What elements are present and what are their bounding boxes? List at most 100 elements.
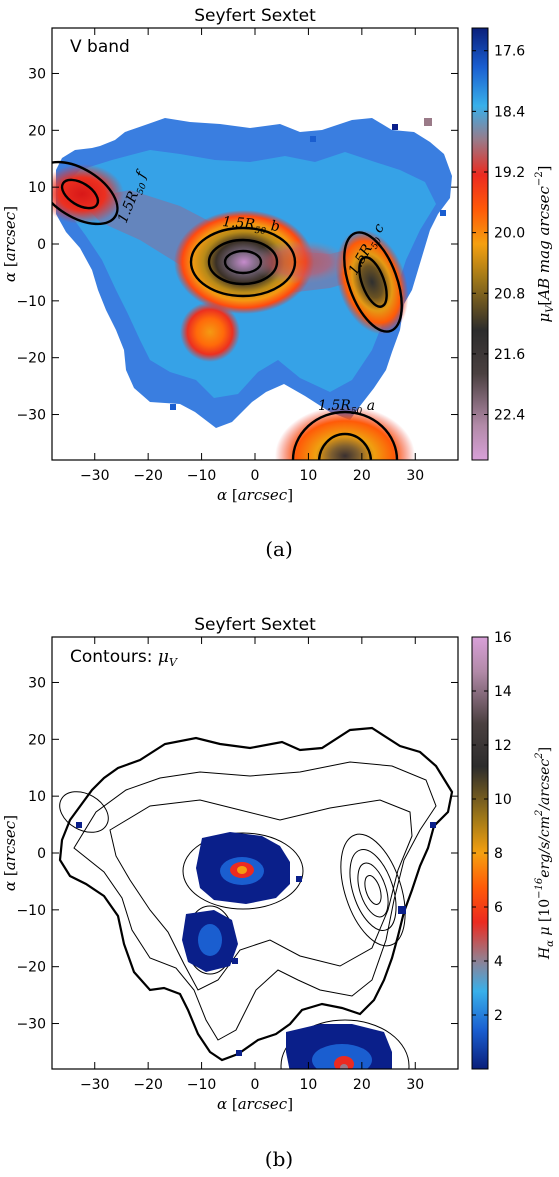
contour-3 [109,799,413,991]
mu-v-contours [58,726,454,1069]
colorbar-tick-label: 18.4 [494,104,525,120]
colorbar-a-label: μV[AB mag arcsec−2] [534,165,556,322]
y-axis-a: −30 −20 −10 0 10 20 30 [16,66,458,424]
isophote-a-inner [317,432,373,460]
x-tick-label: −10 [187,468,217,484]
colorbar-tick-label: 10 [494,792,512,808]
halpha-d-core [198,924,222,956]
y-tick-label: 0 [37,846,46,862]
y-tick-label: −10 [16,903,46,919]
x-tick-label: 0 [251,468,260,484]
colorbar-tick-label: 6 [494,900,503,916]
y-tick-label: 10 [28,180,46,196]
halpha-emission [76,822,436,1069]
halpha-a-peak [340,1064,348,1069]
x-tick-label: −30 [80,1077,110,1093]
galaxy-a-glow [275,406,415,460]
band-annotation: V band [70,37,130,57]
y-tick-label: 30 [28,675,46,691]
isophote-f-outer [52,160,119,226]
label-galaxy-b: 1.5R50 b [221,214,280,238]
colorbar-tick-label: 22.4 [494,408,525,424]
x-tick-label: 20 [353,1077,371,1093]
colorbar-b-label: Hα μ [10−16erg/s/cm2/arcsec2] [534,747,556,960]
colorbar-tick-label: 4 [494,954,503,970]
colorbar-tick-label: 17.6 [494,44,525,60]
pixel-speck [232,958,238,964]
x-tick-label: 10 [300,468,318,484]
label-galaxy-a: 1.5R50 a [318,398,375,417]
isophote-f-inner [60,178,100,210]
colorbar-tick-label: 2 [494,1008,503,1024]
y-tick-label: −20 [16,960,46,976]
pixel-speck [170,404,176,410]
x-tick-label: 10 [300,1077,318,1093]
isophote-c-outer [343,231,403,333]
galaxy-c-glow [335,229,409,335]
colorbar-a [471,27,489,461]
y-tick-label: −30 [16,408,46,424]
y-axis-label-b: α [arcsec] [1,815,19,891]
contour-2 [73,761,437,1041]
isophote-c-inner [358,256,388,308]
colorbar-b-ticks: 2 4 6 8 10 12 14 16 [472,630,512,1024]
contour-outer-boundary [58,726,454,1062]
colorbar-tick-label: 16 [494,630,512,646]
pixel-speck [430,822,436,828]
pixel-speck [392,124,398,130]
panel-b-label: (b) [265,1147,293,1171]
pixel-speck [296,876,302,882]
contour-c-1 [340,833,406,947]
pixel-speck [76,822,82,828]
pixel-speck [310,136,316,142]
x-tick-label: 30 [406,1077,424,1093]
x-axis-b: −30 −20 −10 0 10 20 30 [80,637,424,1093]
contour-a-1 [280,1019,410,1069]
isophote-contours-a [52,160,403,460]
bar-glow-a [250,240,350,284]
panel-b: Seyfert Sextet [1,615,556,1171]
colorbar-tick-label: 14 [494,684,512,700]
pixel-speck [398,906,406,914]
x-tick-label: 0 [251,1077,260,1093]
x-tick-label: −30 [80,468,110,484]
panel-a: Seyfert Sextet [1,6,556,561]
contour-f-1 [59,791,109,833]
x-axis-label-b: α [arcsec] [217,1095,293,1113]
x-tick-label: −20 [133,468,163,484]
panel-a-map [52,118,452,460]
panel-b-title: Seyfert Sextet [194,615,316,635]
contour-c-4 [364,875,382,905]
y-tick-label: −10 [16,294,46,310]
x-tick-label: 30 [406,468,424,484]
y-tick-label: 20 [28,123,46,139]
x-axis-a: −30 −20 −10 0 10 20 30 [80,28,424,484]
colorbar-tick-label: 20.8 [494,286,525,302]
isophote-a-outer [291,410,399,460]
y-axis-label-a: α [arcsec] [1,206,19,282]
panel-a-title: Seyfert Sextet [194,6,316,26]
halpha-a-core [334,1056,354,1069]
isophote-b-outer [189,226,297,298]
contour-c-2 [349,849,397,931]
colorbar-tick-label: 8 [494,846,503,862]
colorbar-tick-label: 21.6 [494,347,525,363]
pixel-speck [236,1050,242,1056]
knot-d-glow [180,302,240,362]
y-tick-label: −20 [16,351,46,367]
contour-annotation: Contours: μV [70,647,178,669]
y-tick-label: 10 [28,789,46,805]
x-tick-label: −20 [133,1077,163,1093]
y-tick-label: −30 [16,1017,46,1033]
x-tick-label: 20 [353,468,371,484]
contour-b-1 [182,832,304,910]
y-tick-label: 30 [28,66,46,82]
panel-a-label: (a) [265,537,293,561]
x-axis-label-a: α [arcsec] [217,486,293,504]
y-tick-label: 0 [37,237,46,253]
colorbar-tick-label: 20.0 [494,226,525,242]
y-tick-label: 20 [28,732,46,748]
colorbar-tick-label: 19.2 [494,165,525,181]
panel-b-map [58,726,454,1069]
